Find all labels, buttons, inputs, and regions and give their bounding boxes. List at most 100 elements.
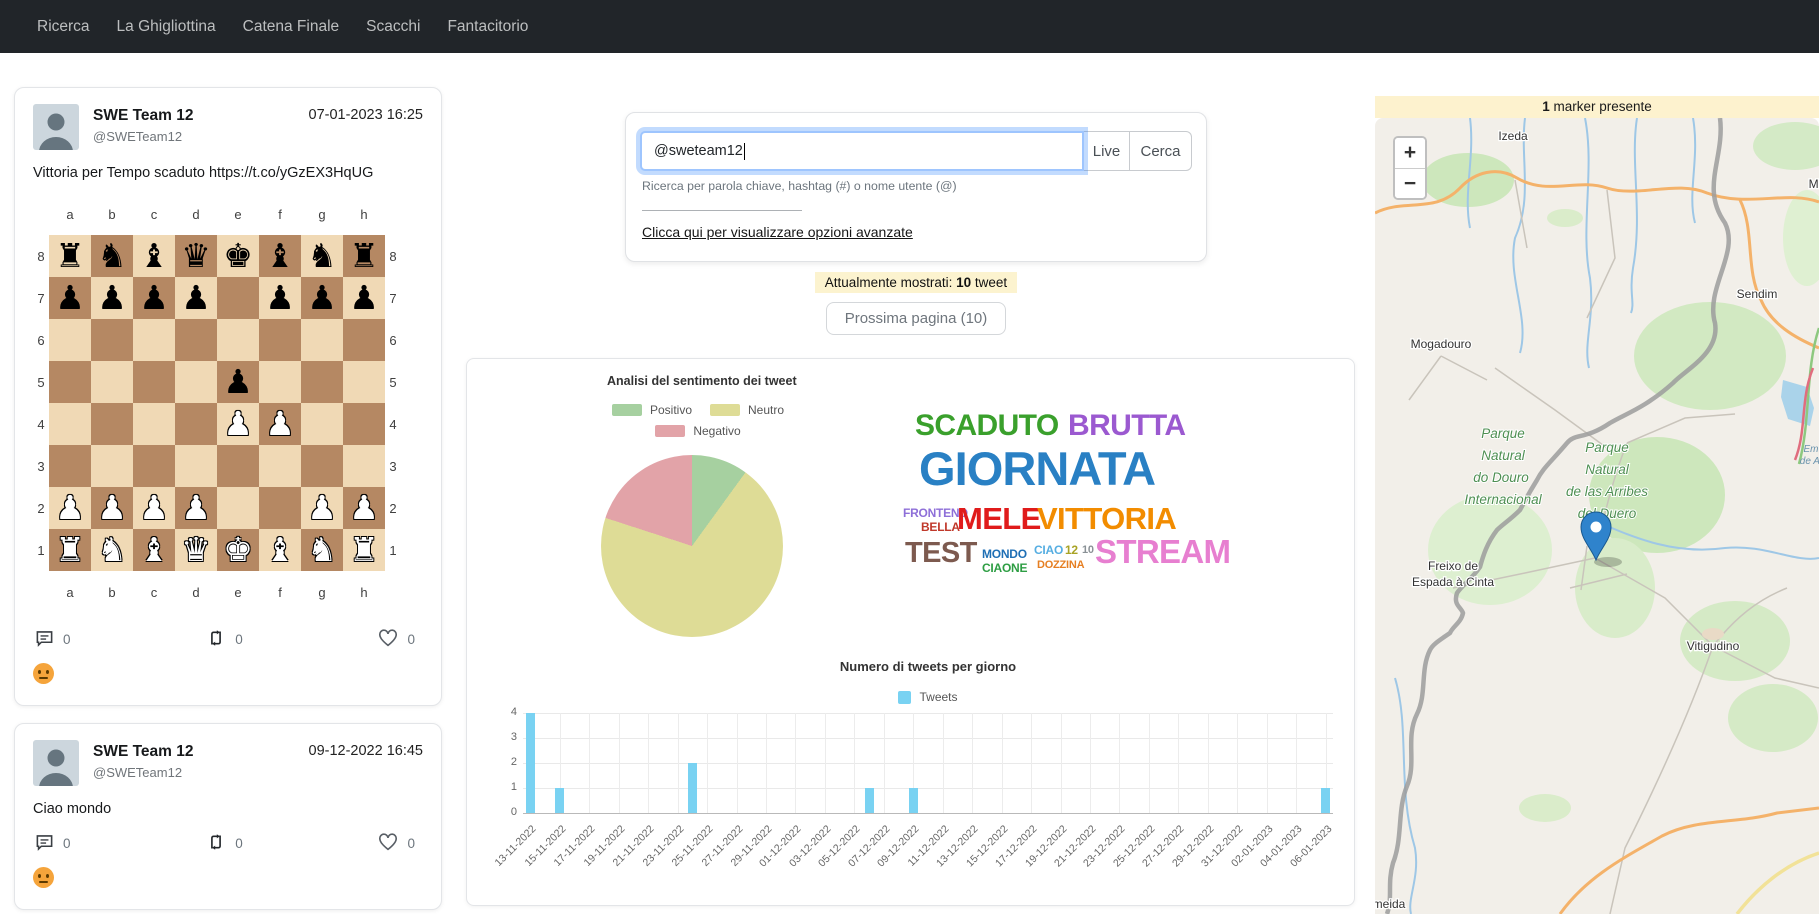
board-square — [259, 445, 301, 487]
board-square: ♜ — [343, 235, 385, 277]
tweet-text: Vittoria per Tempo scaduto https://t.co/… — [33, 165, 374, 181]
map-label: do Douro — [1473, 470, 1529, 485]
retweet-icon[interactable] — [206, 629, 226, 650]
sentiment-row — [33, 867, 423, 893]
grid-line — [1148, 713, 1150, 813]
wordcloud-word: 10 — [1082, 544, 1094, 556]
cerca-button[interactable]: Cerca — [1130, 131, 1192, 171]
grid-line — [523, 738, 1333, 739]
bar — [864, 788, 874, 813]
board-square — [133, 361, 175, 403]
white-piece-icon: ♞ — [97, 530, 127, 569]
tweet-text: Ciao mondo — [33, 801, 112, 817]
board-square — [175, 403, 217, 445]
board-corner — [33, 571, 49, 613]
zoom-in-button[interactable]: + — [1395, 138, 1425, 168]
map-label: Natural — [1481, 448, 1526, 463]
comment-action[interactable]: 0 — [35, 628, 71, 650]
black-piece-icon: ♞ — [307, 236, 337, 275]
map-label: meida — [1375, 897, 1406, 911]
wordcloud-word: DOZZINA — [1037, 559, 1085, 571]
map-zoom-control: + − — [1393, 136, 1427, 200]
wordcloud-word: MELE — [957, 501, 1041, 536]
black-piece-icon: ♜ — [55, 236, 85, 275]
like-action[interactable]: 0 — [378, 832, 415, 854]
nav-item-scacchi[interactable]: Scacchi — [366, 17, 421, 35]
next-page-button[interactable]: Prossima pagina (10) — [825, 302, 1007, 335]
file-label: c — [150, 206, 158, 222]
tweet-header: SWE Team 12 @SWETeam12 09-12-2022 16:45 — [33, 740, 423, 786]
heart-icon[interactable] — [378, 832, 398, 854]
map-label: Em — [1804, 444, 1819, 455]
board-square: ♜ — [343, 529, 385, 571]
legend-item-negativo: Negativo — [655, 424, 741, 438]
board-square — [133, 319, 175, 361]
nav-item-la-ghigliottina[interactable]: La Ghigliottina — [116, 17, 216, 35]
advanced-options-link[interactable]: Clicca qui per visualizzare opzioni avan… — [642, 224, 913, 240]
search-helper-text: Ricerca per parola chiave, hashtag (#) o… — [642, 179, 957, 193]
board-corner — [33, 193, 49, 235]
retweet-icon[interactable] — [206, 833, 226, 854]
avatar — [33, 740, 79, 786]
rank-label: 8 — [37, 248, 45, 264]
tweet-author-name: SWE Team 12 — [93, 743, 194, 760]
board-square — [91, 319, 133, 361]
white-piece-icon: ♟ — [55, 488, 85, 527]
tweet-card: SWE Team 12 @SWETeam12 09-12-2022 16:45 Cia… — [14, 723, 442, 910]
bar — [687, 763, 697, 813]
map-label: de Al — [1800, 456, 1819, 467]
map[interactable]: Izeda Mi Sendim Mogadouro Parque Natural do Do… — [1375, 118, 1819, 914]
white-piece-icon: ♜ — [349, 530, 379, 569]
map-marker-count: 1 marker presente — [1375, 96, 1819, 118]
board-square — [259, 319, 301, 361]
map-marker[interactable] — [1580, 511, 1622, 567]
y-axis-label: 4 — [510, 706, 517, 718]
file-label: e — [234, 584, 242, 600]
grid-line — [1001, 713, 1003, 813]
retweet-count: 0 — [235, 631, 243, 647]
file-label: c — [150, 584, 158, 600]
board-square: ♝ — [133, 235, 175, 277]
board-square: ♞ — [91, 529, 133, 571]
tweet-actions: 0 0 0 — [33, 628, 423, 650]
grid-line — [589, 713, 591, 813]
black-piece-icon: ♟ — [223, 362, 253, 401]
zoom-out-button[interactable]: − — [1395, 168, 1425, 198]
wordcloud-word: TEST — [905, 537, 977, 569]
board-square — [49, 319, 91, 361]
comment-action[interactable]: 0 — [35, 832, 71, 854]
nav-item-catena-finale[interactable]: Catena Finale — [242, 17, 340, 35]
comment-icon[interactable] — [35, 628, 54, 650]
live-button[interactable]: Live — [1084, 131, 1130, 171]
tweet-card: SWE Team 12 @SWETeam12 07-01-2023 16:25 Vit… — [14, 87, 442, 706]
neutral-face-emoji-icon — [33, 867, 54, 888]
map-panel: 1 marker presente — [1375, 96, 1819, 914]
white-piece-icon: ♟ — [349, 488, 379, 527]
white-piece-icon: ♝ — [265, 530, 295, 569]
map-tiles: Izeda Mi Sendim Mogadouro Parque Natural do Do… — [1375, 118, 1819, 914]
retweet-action[interactable]: 0 — [206, 629, 243, 650]
grid-line — [648, 713, 650, 813]
heart-icon[interactable] — [378, 628, 398, 650]
tweet-datetime: 07-01-2023 16:25 — [308, 107, 424, 123]
map-label: Natural — [1585, 462, 1630, 477]
wordcloud-word: 12 — [1065, 543, 1078, 557]
like-action[interactable]: 0 — [378, 628, 415, 650]
search-input[interactable]: @sweteam12 — [640, 131, 1084, 171]
file-label: f — [278, 206, 282, 222]
board-square: ♟ — [49, 277, 91, 319]
grid-line — [523, 763, 1333, 764]
board-square: ♟ — [133, 487, 175, 529]
rank-label: 6 — [37, 332, 45, 348]
wordcloud-word: CIAONE — [982, 561, 1028, 575]
nav-item-ricerca[interactable]: Ricerca — [37, 17, 90, 35]
retweet-count: 0 — [235, 835, 243, 851]
sentiment-chart-title: Analisi del sentimento dei tweet — [607, 374, 797, 388]
tweets-legend-label: Tweets — [919, 690, 958, 704]
map-label: Espada à Cinta — [1412, 575, 1494, 589]
retweet-action[interactable]: 0 — [206, 833, 243, 854]
rank-label: 1 — [389, 542, 397, 558]
nav-item-fantacitorio[interactable]: Fantacitorio — [447, 17, 529, 35]
like-count: 0 — [407, 631, 415, 647]
comment-icon[interactable] — [35, 832, 54, 854]
